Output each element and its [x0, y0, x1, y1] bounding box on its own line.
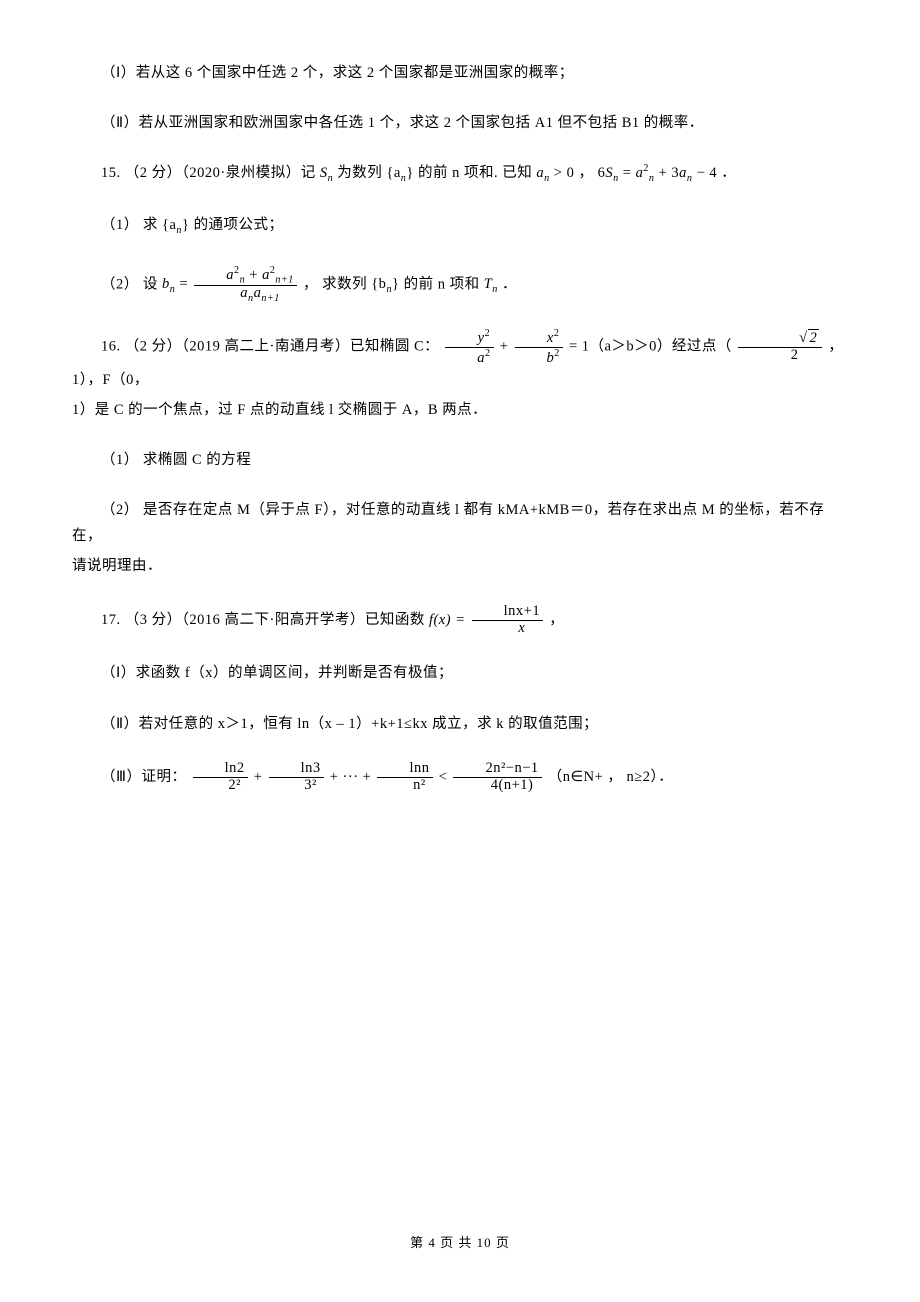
- q15-header: 15. （2 分）（2020·泉州模拟）记 Sn 为数列 {an} 的前 n 项…: [72, 160, 848, 188]
- q17-p1: （Ⅰ）求函数 f（x）的单调区间，并判断是否有极值；: [72, 660, 848, 686]
- q15-p1: （1） 求 {an} 的通项公式；: [72, 212, 848, 240]
- text: 的通项公式；: [194, 217, 284, 233]
- text: ．: [721, 165, 736, 181]
- math-frac-x2b2: x2 b2: [515, 328, 563, 367]
- math-eq: 6Sn = a2n + 3an − 4: [598, 165, 722, 181]
- dots: + ··· +: [330, 768, 376, 784]
- text: （Ⅲ）证明：: [101, 768, 191, 784]
- q16-p2-line1: （2） 是否存在定点 M（异于点 F），对任意的动直线 l 都有 kMA+kMB…: [72, 497, 848, 549]
- text: 的前 n 项和. 已知: [418, 165, 536, 181]
- document-page: （Ⅰ）若从这 6 个国家中任选 2 个，求这 2 个国家都是亚洲国家的概率； （…: [0, 0, 920, 1302]
- q14-part2: （Ⅱ）若从亚洲国家和欧洲国家中各任选 1 个，求这 2 个国家包括 A1 但不包…: [72, 110, 848, 136]
- q17-p2: （Ⅱ）若对任意的 x＞1，恒有 ln（x – 1）+k+1≤kx 成立，求 k …: [72, 711, 848, 737]
- q17-header: 17. （3 分）（2016 高二下·阳高开学考）已知函数 f(x) = lnx…: [72, 604, 848, 637]
- math-fx: f(x) =: [429, 611, 470, 627]
- text: （1） 求: [101, 217, 162, 233]
- q16-header-line2: 1）是 C 的一个焦点，过 F 点的动直线 l 交椭圆于 A，B 两点．: [72, 397, 848, 423]
- math-tn: Tn: [484, 276, 498, 292]
- text: 为数列: [337, 165, 386, 181]
- plus: +: [500, 339, 513, 355]
- eq: =: [569, 339, 582, 355]
- math-frac-rhs: 2n²−n−1 4(n+1): [453, 761, 541, 794]
- text: （n∈N+ ， n≥2）．: [548, 768, 674, 784]
- q15-p2: （2） 设 bn = a2n + a2n+1 anan+1 ， 求数列 {bn}…: [72, 265, 848, 305]
- math-frac-y2a2: y2 a2: [445, 328, 493, 367]
- text: 16. （2 分）（2019 高二上·南通月考）已知椭圆 C：: [101, 339, 443, 355]
- text: ，: [549, 611, 564, 627]
- math-frac-bn: a2n + a2n+1 anan+1: [194, 265, 297, 305]
- math-seq-an: {an}: [386, 165, 413, 181]
- math-frac-t1: ln2 2²: [193, 761, 248, 794]
- math-frac-tn: lnn n²: [377, 761, 432, 794]
- plus: +: [254, 768, 267, 784]
- q17-p3: （Ⅲ）证明： ln2 2² + ln3 3² + ··· + lnn n² < …: [72, 761, 848, 794]
- text: 17. （3 分）（2016 高二下·阳高开学考）已知函数: [101, 611, 429, 627]
- math-frac-sqrt2-2: 2 2: [738, 331, 822, 364]
- q14-part1: （Ⅰ）若从这 6 个国家中任选 2 个，求这 2 个国家都是亚洲国家的概率；: [72, 60, 848, 86]
- q16-p1: （1） 求椭圆 C 的方程: [72, 447, 848, 473]
- lt: <: [439, 768, 452, 784]
- text: 1（a＞b＞0）经过点（: [582, 339, 736, 355]
- math-bn: bn =: [162, 276, 192, 292]
- text: 15. （2 分）（2020·泉州模拟）记: [101, 165, 320, 181]
- text: ．: [502, 276, 517, 292]
- math-sn: Sn: [320, 165, 333, 181]
- text: ， 求数列: [303, 276, 371, 292]
- math-an: an > 0: [536, 165, 574, 181]
- text: （2） 设: [101, 276, 162, 292]
- q16-p2-line2: 请说明理由．: [72, 553, 848, 579]
- math-seq-an: {an}: [162, 217, 189, 233]
- q16-header-line1: 16. （2 分）（2019 高二上·南通月考）已知椭圆 C： y2 a2 + …: [72, 328, 848, 393]
- page-footer: 第 4 页 共 10 页: [0, 1231, 920, 1254]
- text: ，: [578, 165, 597, 181]
- math-seq-bn: {bn}: [371, 276, 399, 292]
- math-frac-lnx: lnx+1 x: [472, 604, 543, 637]
- text: 的前 n 项和: [404, 276, 484, 292]
- math-frac-t2: ln3 3²: [269, 761, 324, 794]
